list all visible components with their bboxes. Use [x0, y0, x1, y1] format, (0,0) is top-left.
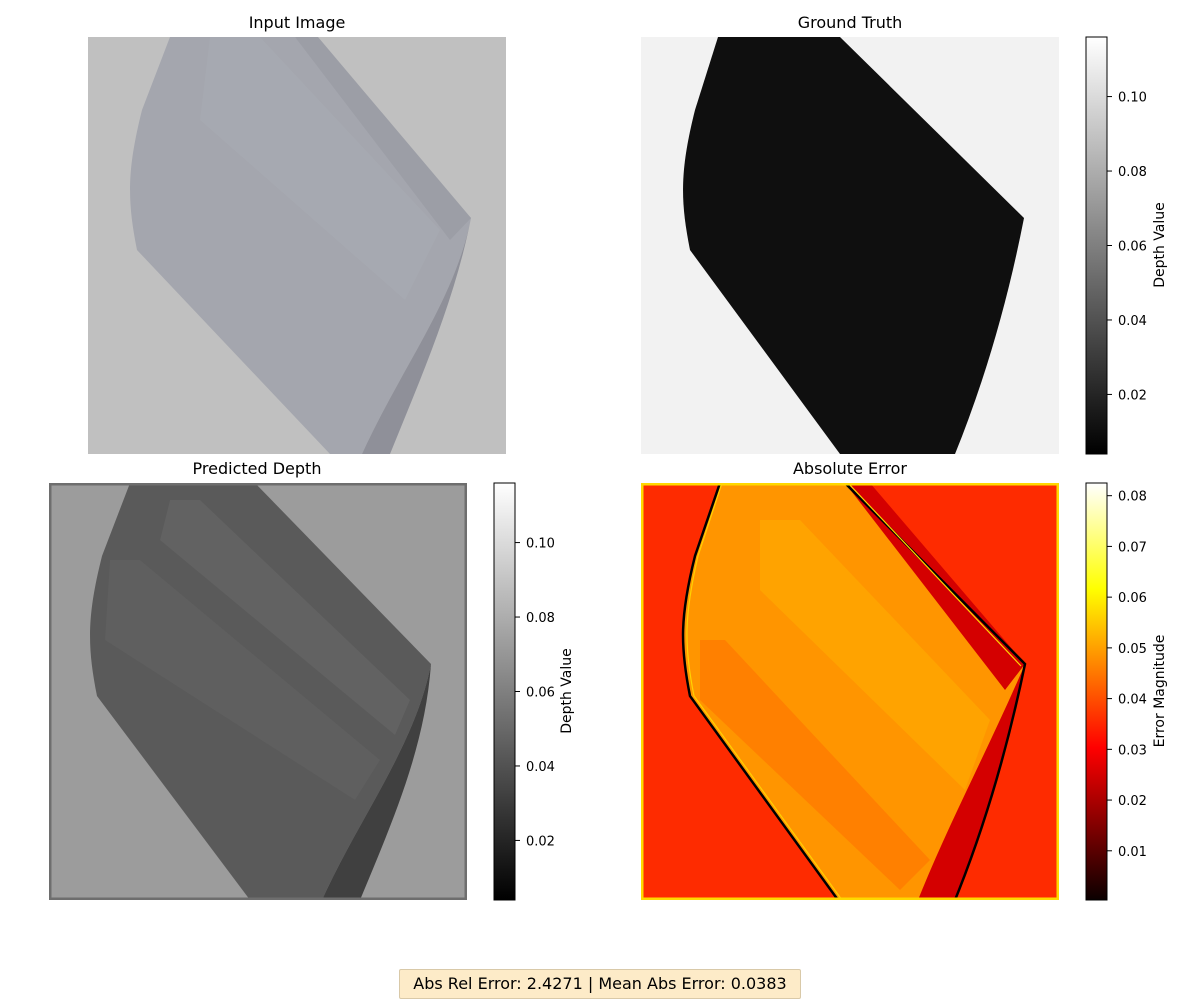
colorbar-tick-label: 0.03	[1118, 743, 1147, 758]
colorbar-tick-label: 0.08	[1118, 165, 1147, 180]
absolute-error-object-band	[760, 520, 990, 790]
ground-truth-colorbar	[1085, 36, 1108, 455]
absolute-error-colorbar-ticks: 0.01 0.02 0.03 0.04 0.05 0.06 0.07 0.08	[1107, 490, 1147, 860]
panel-input-image: Input Image	[88, 13, 506, 454]
colorbar-tick-label: 0.06	[1118, 591, 1147, 606]
absolute-error-object-band	[700, 640, 930, 890]
colorbar-tick-label: 0.10	[526, 537, 555, 552]
predicted-depth-title: Predicted Depth	[193, 459, 322, 478]
colorbar-tick-label: 0.07	[1118, 540, 1147, 555]
input-image-object-top-edge	[295, 37, 471, 240]
colorbar-tick-label: 0.02	[1118, 388, 1147, 403]
metrics-summary-text: Abs Rel Error: 2.4271 | Mean Abs Error: …	[413, 974, 787, 993]
absolute-error-object-outline-glow	[686, 483, 1022, 900]
metrics-summary-box: Abs Rel Error: 2.4271 | Mean Abs Error: …	[399, 969, 801, 999]
panel-ground-truth: Ground Truth 0.02 0.04 0.06 0.08 0.10 Depth …	[641, 13, 1168, 455]
colorbar-tick-label: 0.04	[526, 760, 555, 775]
predicted-depth-colorbar-label: Depth Value	[559, 648, 575, 734]
ground-truth-colorbar-label: Depth Value	[1152, 202, 1168, 288]
colorbar-tick-label: 0.02	[526, 834, 555, 849]
colorbar-tick-label: 0.04	[1118, 693, 1147, 708]
colorbar-tick-label: 0.01	[1118, 845, 1147, 860]
predicted-depth-colorbar	[493, 482, 516, 901]
absolute-error-colorbar-label: Error Magnitude	[1152, 635, 1168, 748]
predicted-depth-border	[49, 483, 467, 900]
colorbar-tick-label: 0.05	[1118, 642, 1147, 657]
colorbar-tick-label: 0.08	[1118, 490, 1147, 505]
absolute-error-title: Absolute Error	[793, 459, 907, 478]
absolute-error-object-right-face	[918, 664, 1025, 900]
predicted-depth-object-band	[160, 500, 410, 735]
colorbar-tick-label: 0.06	[526, 686, 555, 701]
predicted-depth-object-band	[105, 560, 380, 800]
absolute-error-object-top-edge	[845, 483, 1025, 690]
absolute-error-colorbar	[1085, 482, 1108, 901]
ground-truth-title: Ground Truth	[798, 13, 903, 32]
predicted-depth-colorbar-ticks: 0.02 0.04 0.06 0.08 0.10	[515, 537, 555, 849]
colorbar-tick-label: 0.10	[1118, 91, 1147, 106]
ground-truth-object	[683, 37, 1024, 454]
colorbar-tick-label: 0.08	[526, 611, 555, 626]
predicted-depth-object-right-face	[322, 664, 431, 900]
panel-absolute-error: Absolute Error 0.010.020.030.040.050.060…	[641, 459, 1168, 901]
ground-truth-colorbar-ticks: 0.02 0.04 0.06 0.08 0.10	[1107, 91, 1147, 403]
absolute-error-object-outline	[681, 483, 1027, 900]
colorbar-tick-label: 0.06	[1118, 240, 1147, 255]
input-image-object-band	[200, 37, 440, 300]
colorbar-tick-label: 0.02	[1118, 794, 1147, 809]
panel-predicted-depth: Predicted Depth 0.02 0.04 0.06 0.08 0.10 Dep…	[49, 459, 575, 901]
colorbar-tick-label: 0.04	[1118, 314, 1147, 329]
input-image-title: Input Image	[249, 13, 346, 32]
absolute-error-border	[641, 483, 1059, 900]
